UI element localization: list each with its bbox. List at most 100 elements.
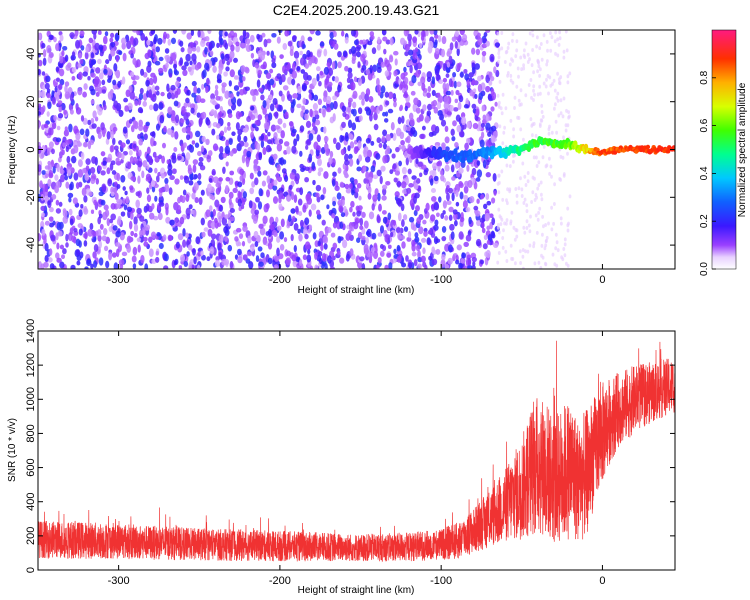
- spectrogram-noise-blob: [491, 197, 496, 204]
- spectrogram-noise-blob: [339, 257, 345, 264]
- spectrogram-noise-blob: [442, 63, 447, 71]
- spectrogram-noise-blob: [419, 172, 423, 178]
- spectrogram-noise-blob: [115, 230, 121, 238]
- spectrogram-noise-blob: [93, 32, 97, 40]
- spectrogram-noise-blob: [70, 167, 75, 174]
- spectrogram-noise-blob: [106, 167, 111, 175]
- spectrogram-faint-blob: [547, 127, 551, 132]
- spectrogram-noise-blob: [196, 87, 201, 94]
- spectrogram-noise-blob: [402, 214, 408, 221]
- spectrogram-noise-blob: [436, 74, 441, 82]
- spectrogram-noise-blob: [221, 82, 227, 88]
- spectrogram-noise-blob: [157, 212, 163, 221]
- spectrogram-noise-blob: [46, 45, 52, 54]
- spectrogram-noise-blob: [324, 143, 329, 152]
- spectrogram-faint-blob: [555, 95, 559, 100]
- spectrogram-faint-blob: [553, 182, 556, 187]
- spectrogram-noise-blob: [126, 235, 132, 244]
- spectrogram-noise-blob: [249, 34, 255, 43]
- y-tick-label: 1200: [25, 353, 37, 377]
- spectrogram-noise-blob: [304, 233, 309, 240]
- spectrogram-noise-blob: [349, 248, 354, 257]
- spectrogram-faint-blob: [521, 161, 525, 166]
- spectrogram-faint-blob: [506, 46, 510, 50]
- spectrogram-noise-blob: [382, 216, 388, 224]
- spectrogram-noise-blob: [304, 109, 309, 114]
- spectrogram-noise-blob: [316, 73, 320, 82]
- snr-x-axis-label: Height of straight line (km): [298, 585, 415, 596]
- spectrogram-noise-blob: [237, 134, 242, 143]
- spectrogram-noise-blob: [299, 187, 304, 196]
- spectrogram-signal-blob: [467, 149, 473, 156]
- spectrogram-noise-blob: [172, 168, 177, 175]
- spectrogram-noise-blob: [445, 66, 451, 74]
- spectrogram-noise-blob: [129, 185, 134, 191]
- spectrogram-noise-blob: [140, 68, 145, 76]
- spectrogram-noise-blob: [388, 262, 393, 269]
- spectrogram-noise-blob: [130, 230, 135, 237]
- spectrogram-noise-blob: [185, 97, 190, 104]
- spectrogram-noise-blob: [444, 215, 449, 221]
- spectrogram-faint-blob: [506, 187, 509, 192]
- spectrogram-faint-blob: [508, 187, 512, 192]
- spectrogram-faint-blob: [500, 46, 504, 51]
- spectrogram-noise-blob: [44, 220, 50, 226]
- spectrogram-noise-blob: [410, 90, 416, 96]
- spectrogram-noise-blob: [406, 187, 412, 194]
- spectrogram-noise-blob: [97, 234, 102, 242]
- spectrogram-noise-blob: [424, 115, 430, 124]
- spectrogram-noise-blob: [203, 227, 209, 232]
- spectrogram-noise-blob: [159, 114, 165, 124]
- spectrogram-noise-blob: [389, 37, 394, 46]
- spectrogram-noise-blob: [372, 174, 379, 180]
- spectrogram-noise-blob: [357, 77, 363, 86]
- spectrogram-noise-blob: [102, 160, 107, 166]
- spectrogram-noise-blob: [367, 192, 372, 200]
- spectrogram-noise-blob: [118, 259, 125, 266]
- spectrogram-signal-layer: [406, 136, 675, 164]
- spectrogram-faint-blob: [498, 105, 501, 109]
- spectrogram-noise-blob: [474, 63, 480, 70]
- spectrogram-noise-blob: [240, 65, 246, 73]
- spectrogram-noise-blob: [251, 181, 256, 188]
- spectrogram-noise-blob: [130, 176, 136, 181]
- spectrogram-faint-blob: [519, 127, 523, 132]
- spectrogram-noise-blob: [64, 126, 68, 132]
- spectrogram-noise-blob: [477, 75, 482, 82]
- spectrogram-noise-blob: [65, 242, 69, 248]
- spectrogram-noise-blob: [454, 142, 459, 148]
- spectrogram-faint-blob: [533, 92, 536, 97]
- spectrogram-noise-blob: [444, 243, 450, 252]
- spectrogram-noise-blob: [479, 217, 485, 223]
- spectrogram-noise-blob: [327, 255, 332, 264]
- spectrogram-noise-blob: [228, 80, 232, 87]
- spectrogram-noise-blob: [101, 185, 107, 193]
- spectrogram-noise-blob: [366, 228, 372, 238]
- spectrogram-noise-blob: [206, 118, 211, 126]
- spectrogram-faint-blob: [522, 53, 526, 58]
- spectrogram-noise-blob: [463, 194, 469, 201]
- spectrogram-faint-blob: [507, 41, 511, 46]
- spectrogram-noise-blob: [385, 100, 390, 106]
- spectrogram-noise-blob: [85, 165, 90, 172]
- spectrogram-noise-blob: [308, 209, 312, 217]
- spectrogram-noise-blob: [191, 92, 196, 98]
- spectrogram-noise-blob: [308, 89, 313, 94]
- spectrogram-noise-blob: [344, 36, 349, 44]
- spectrogram-faint-blob: [524, 183, 528, 187]
- spectrogram-noise-blob: [483, 203, 488, 210]
- spectrogram-faint-blob: [553, 39, 557, 44]
- spectrogram-noise-blob: [215, 123, 221, 129]
- spectrogram-faint-blob: [524, 249, 527, 254]
- spectrogram-noise-blob: [485, 159, 490, 166]
- spectrogram-noise-blob: [237, 198, 242, 207]
- spectrogram-noise-blob: [221, 216, 228, 226]
- spectrogram-faint-blob: [549, 83, 553, 88]
- spectrogram-noise-blob: [434, 47, 440, 55]
- spectrogram-noise-blob: [493, 190, 497, 196]
- spectrogram-noise-blob: [125, 89, 131, 98]
- spectrogram-noise-blob: [85, 46, 89, 54]
- spectrogram-noise-blob: [347, 145, 351, 152]
- spectrogram-noise-blob: [303, 71, 309, 81]
- spectrogram-noise-blob: [234, 254, 239, 260]
